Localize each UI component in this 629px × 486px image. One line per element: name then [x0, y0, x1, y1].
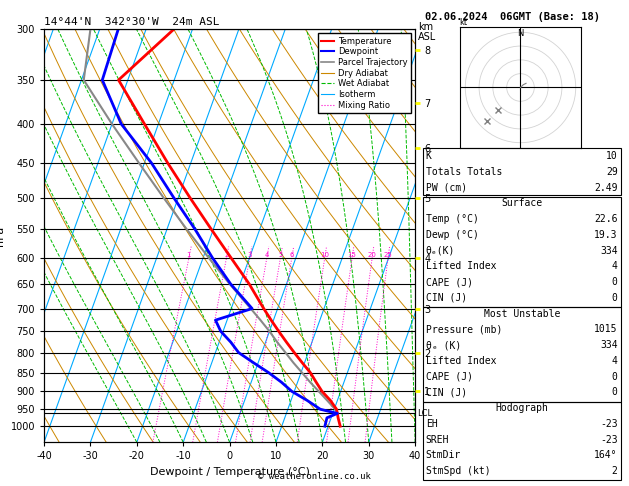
- Text: 25: 25: [384, 252, 392, 258]
- Text: 334: 334: [600, 340, 618, 350]
- Text: 2: 2: [612, 466, 618, 476]
- Text: LCL: LCL: [418, 409, 433, 418]
- Text: 0: 0: [612, 387, 618, 398]
- Legend: Temperature, Dewpoint, Parcel Trajectory, Dry Adiabat, Wet Adiabat, Isotherm, Mi: Temperature, Dewpoint, Parcel Trajectory…: [318, 34, 411, 113]
- Text: Totals Totals: Totals Totals: [426, 167, 502, 177]
- Text: θₑ (K): θₑ (K): [426, 340, 461, 350]
- Text: 22.6: 22.6: [594, 214, 618, 224]
- Text: CAPE (J): CAPE (J): [426, 277, 473, 287]
- Text: StmDir: StmDir: [426, 450, 461, 460]
- Text: Temp (°C): Temp (°C): [426, 214, 479, 224]
- Text: 1: 1: [187, 252, 191, 258]
- Text: -23: -23: [600, 419, 618, 429]
- Text: PW (cm): PW (cm): [426, 183, 467, 193]
- Text: 2.49: 2.49: [594, 183, 618, 193]
- Text: CIN (J): CIN (J): [426, 293, 467, 303]
- Text: © weatheronline.co.uk: © weatheronline.co.uk: [258, 472, 371, 481]
- Text: 4: 4: [265, 252, 269, 258]
- Text: 5: 5: [278, 252, 282, 258]
- Text: Most Unstable: Most Unstable: [484, 309, 560, 319]
- Text: 4: 4: [612, 261, 618, 271]
- Text: StmSpd (kt): StmSpd (kt): [426, 466, 491, 476]
- Text: Lifted Index: Lifted Index: [426, 356, 496, 366]
- Text: Lifted Index: Lifted Index: [426, 261, 496, 271]
- Y-axis label: hPa: hPa: [0, 226, 5, 246]
- Text: 19.3: 19.3: [594, 230, 618, 240]
- Text: θₑ(K): θₑ(K): [426, 246, 455, 256]
- Text: 02.06.2024  06GMT (Base: 18): 02.06.2024 06GMT (Base: 18): [425, 12, 599, 22]
- Text: 20: 20: [368, 252, 377, 258]
- Text: 334: 334: [600, 246, 618, 256]
- Text: SREH: SREH: [426, 434, 449, 445]
- Text: km: km: [418, 22, 433, 32]
- Text: Surface: Surface: [501, 198, 542, 208]
- Text: 10: 10: [606, 151, 618, 161]
- Text: ASL: ASL: [418, 32, 437, 42]
- X-axis label: Dewpoint / Temperature (°C): Dewpoint / Temperature (°C): [150, 467, 309, 477]
- Text: 6: 6: [289, 252, 294, 258]
- Text: Hodograph: Hodograph: [495, 403, 548, 413]
- Text: 29: 29: [606, 167, 618, 177]
- Text: 0: 0: [612, 293, 618, 303]
- Text: 4: 4: [612, 356, 618, 366]
- Text: Pressure (mb): Pressure (mb): [426, 324, 502, 334]
- Text: 10: 10: [320, 252, 329, 258]
- Text: 3: 3: [247, 252, 252, 258]
- Text: CAPE (J): CAPE (J): [426, 372, 473, 382]
- Text: N: N: [517, 30, 524, 38]
- Text: 2: 2: [225, 252, 229, 258]
- Text: kt: kt: [460, 17, 468, 27]
- Text: 0: 0: [612, 372, 618, 382]
- Text: 164°: 164°: [594, 450, 618, 460]
- Text: EH: EH: [426, 419, 438, 429]
- Text: -23: -23: [600, 434, 618, 445]
- Text: K: K: [426, 151, 431, 161]
- Text: CIN (J): CIN (J): [426, 387, 467, 398]
- Text: 14°44'N  342°30'W  24m ASL: 14°44'N 342°30'W 24m ASL: [44, 17, 220, 27]
- Text: Dewp (°C): Dewp (°C): [426, 230, 479, 240]
- Text: 0: 0: [612, 277, 618, 287]
- Text: 1015: 1015: [594, 324, 618, 334]
- Text: 15: 15: [348, 252, 357, 258]
